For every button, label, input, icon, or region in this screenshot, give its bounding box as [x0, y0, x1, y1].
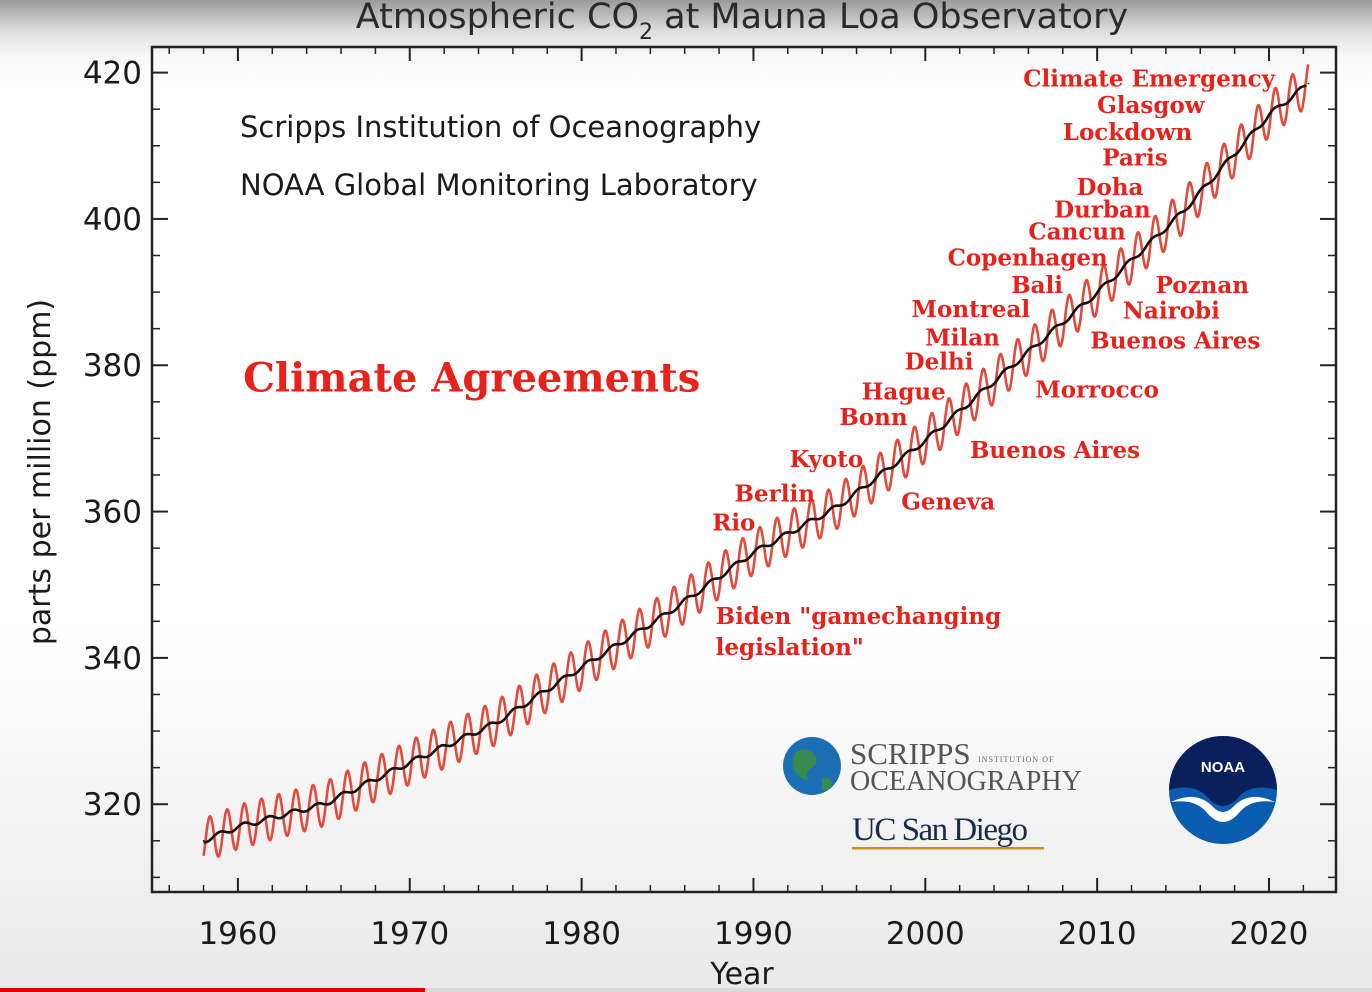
trend-point [1096, 292, 1098, 294]
trend-point [237, 826, 239, 828]
annotation-morrocco: Morrocco [1035, 376, 1159, 403]
scripps-logo-line1: SCRIPPS [850, 736, 971, 771]
plot-frame [150, 45, 1338, 894]
y-tick-labels: 320 340 360 380 400 420 [83, 56, 142, 824]
trend-point [1182, 210, 1184, 213]
annotation-durban: Durban [1054, 196, 1151, 223]
trend-points [202, 82, 1310, 842]
annotation-lockdown: Lockdown [1063, 119, 1193, 146]
ucsd-logo: UC San Diego [852, 812, 1044, 850]
climate-agreement-annotations: Climate Agreements Climate EmergencyGlasg… [243, 66, 1276, 661]
annotation-cancun: Cancun [1028, 218, 1126, 245]
x-tick-labels: 1960 1970 1980 1990 2000 2010 2020 [198, 916, 1308, 952]
scripps-logo-line2: OCEANOGRAPHY [850, 766, 1082, 797]
chart-title-main: Atmospheric CO [356, 0, 639, 37]
y-tick-label: 340 [83, 641, 142, 677]
series-monthly-co2 [202, 64, 1310, 858]
noaa-logo: NOAA [1169, 736, 1277, 844]
trend-point [580, 666, 583, 669]
annotation-nairobi: Nairobi [1123, 297, 1220, 324]
axis-ticks [152, 47, 1336, 892]
x-tick-label: 2010 [1058, 916, 1137, 952]
annotation-biden-gamechanging: Biden "gamechanging [716, 603, 1002, 630]
chart-title-subscript: 2 [639, 20, 653, 45]
trend-point [1307, 82, 1310, 85]
globe-land-shape [792, 749, 817, 780]
trend-point [666, 612, 669, 615]
annotation-kyoto: Kyoto [790, 446, 864, 473]
y-tick-label: 320 [83, 787, 142, 823]
y-axis-title: parts per million (ppm) [23, 299, 58, 645]
annotation-rio: Rio [712, 510, 755, 537]
trend-point [838, 504, 841, 507]
globe-land-shape-2 [822, 777, 832, 791]
x-tick-label: 2000 [886, 916, 965, 952]
y-tick-label: 360 [83, 495, 142, 531]
trend-point [323, 803, 325, 806]
annotation-paris: Paris [1102, 145, 1167, 172]
series-trend-co2 [203, 84, 1307, 844]
trend-point [1010, 365, 1013, 368]
video-progress-fill [0, 988, 426, 992]
annotation-milan: Milan [925, 324, 1000, 351]
annotation-climate-agreements: Climate Agreements [243, 355, 700, 402]
y-tick-label: 380 [83, 348, 142, 384]
y-tick-label: 420 [83, 56, 142, 92]
annotation-climate-emergency: Climate Emergency [1023, 66, 1275, 93]
ucsd-logo-underline [852, 847, 1044, 850]
annotation-bonn: Bonn [839, 404, 908, 431]
annotation-berlin: Berlin [735, 480, 816, 507]
annotation-glasgow: Glasgow [1097, 92, 1206, 119]
x-tick-label: 1980 [542, 916, 621, 952]
chart-title-group: Atmospheric CO2 at Mauna Loa Observatory [356, 0, 1128, 45]
annotation-hague: Hague [862, 379, 946, 406]
x-tick-label: 1990 [714, 916, 793, 952]
y-tick-label: 400 [83, 202, 142, 238]
annotation-copenhagen: Copenhagen [948, 245, 1108, 272]
annotation-legislation: legislation" [716, 634, 864, 661]
x-tick-label: 1960 [198, 916, 277, 952]
scripps-logo-small: INSTITUTION OF [978, 755, 1054, 764]
trend-point [1268, 114, 1270, 116]
chart-title: Atmospheric CO2 at Mauna Loa Observatory [356, 0, 1128, 45]
trend-point [924, 439, 927, 442]
annotation-montreal: Montreal [912, 296, 1031, 323]
credit-noaa: NOAA Global Monitoring Laboratory [240, 168, 758, 202]
x-axis-title: Year [709, 957, 774, 992]
co2-series [202, 64, 1310, 858]
annotation-buenos-aires: Buenos Aires [1090, 327, 1260, 354]
trend-point [408, 761, 411, 764]
video-progress-bar[interactable] [0, 988, 1372, 992]
chart-title-suffix: at Mauna Loa Observatory [653, 0, 1128, 37]
annotation-delhi: Delhi [905, 349, 974, 376]
trend-point [494, 722, 497, 724]
annotation-poznan: Poznan [1156, 272, 1250, 299]
trend-point [752, 551, 755, 554]
trend-point [202, 839, 205, 842]
x-tick-label: 2020 [1230, 916, 1309, 952]
annotation-geneva: Geneva [901, 488, 995, 515]
noaa-wave-shape [1171, 796, 1275, 822]
annotation-buenos-aires: Buenos Aires [970, 437, 1140, 464]
credit-scripps: Scripps Institution of Oceanography [240, 110, 761, 144]
annotation-doha: Doha [1077, 174, 1144, 201]
noaa-bird-shape [1169, 736, 1277, 806]
noaa-logo-text: NOAA [1201, 759, 1245, 776]
scripps-logo: SCRIPPS INSTITUTION OF OCEANOGRAPHY [783, 736, 1082, 797]
annotation-bali: Bali [1011, 272, 1063, 299]
x-tick-label: 1970 [370, 916, 449, 952]
ucsd-logo-text: UC San Diego [852, 812, 1027, 848]
